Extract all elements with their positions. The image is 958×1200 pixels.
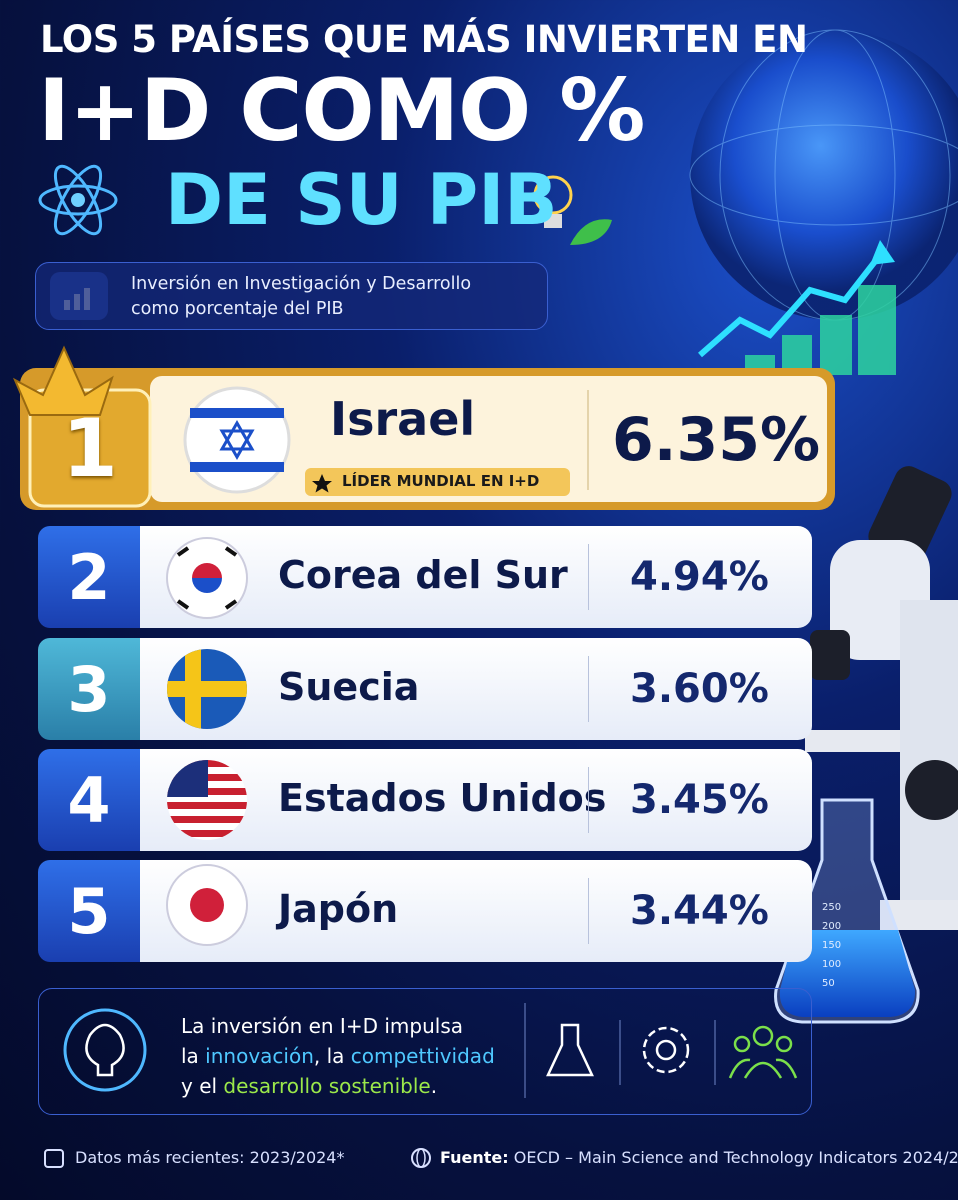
flask-mark: 250 bbox=[822, 902, 842, 913]
title-line-1: LOS 5 PAÍSES QUE MÁS INVIERTEN EN bbox=[40, 18, 808, 61]
divider bbox=[588, 767, 589, 833]
text: y el bbox=[181, 1074, 224, 1098]
flask-mark: 150 bbox=[822, 940, 842, 951]
highlight: innovación bbox=[205, 1044, 314, 1068]
value: 3.44% bbox=[630, 888, 769, 934]
subtitle: Inversión en Investigación y Desarrollo c… bbox=[131, 272, 471, 322]
message: La inversión en I+D impulsa la innovació… bbox=[181, 1011, 495, 1101]
value: 3.45% bbox=[630, 777, 769, 823]
value: 4.94% bbox=[630, 554, 769, 600]
rank: 3 bbox=[38, 638, 140, 740]
flask-mark: 200 bbox=[822, 921, 842, 932]
title-line-2: I+D COMO % bbox=[38, 61, 645, 161]
divider bbox=[588, 544, 589, 610]
text: . bbox=[430, 1074, 438, 1098]
row: Suecia 3.60% bbox=[140, 638, 812, 740]
rank: 2 bbox=[38, 526, 140, 628]
message-line: La inversión en I+D impulsa bbox=[181, 1014, 463, 1038]
value: 3.60% bbox=[630, 666, 769, 712]
highlight: compettividad bbox=[350, 1044, 495, 1068]
country: Israel bbox=[330, 392, 476, 446]
message-line: la innovación, la compettividad bbox=[181, 1041, 495, 1071]
divider bbox=[588, 656, 589, 722]
flask-scale: 250 200 150 100 50 bbox=[822, 898, 841, 993]
footer-source: Fuente: OECD – Main Science and Technolo… bbox=[440, 1148, 958, 1167]
row: Japón 3.44% bbox=[140, 860, 812, 962]
flask-mark: 100 bbox=[822, 959, 842, 970]
country: Japón bbox=[278, 887, 399, 931]
subtitle-line: como porcentaje del PIB bbox=[131, 299, 344, 319]
row: Corea del Sur 4.94% bbox=[140, 526, 812, 628]
value: 6.35% bbox=[612, 405, 821, 475]
message-line: y el desarrollo sostenible. bbox=[181, 1071, 495, 1101]
text: , la bbox=[313, 1044, 351, 1068]
row: Estados Unidos 3.45% bbox=[140, 749, 812, 851]
source-label: Fuente: bbox=[440, 1148, 509, 1167]
subtitle-line: Inversión en Investigación y Desarrollo bbox=[131, 274, 472, 294]
country: Suecia bbox=[278, 665, 420, 709]
divider bbox=[588, 878, 589, 944]
text: la bbox=[181, 1044, 206, 1068]
subtitle-box: Inversión en Investigación y Desarrollo c… bbox=[35, 262, 548, 330]
country: Corea del Sur bbox=[278, 553, 568, 597]
source-text: OECD – Main Science and Technology Indic… bbox=[513, 1148, 958, 1167]
footer-date: Datos más recientes: 2023/2024* bbox=[75, 1148, 345, 1167]
badge: LÍDER MUNDIAL EN I+D bbox=[342, 472, 540, 490]
flask-mark: 50 bbox=[822, 978, 835, 989]
rank: 1 bbox=[62, 401, 118, 495]
country: Estados Unidos bbox=[278, 776, 607, 820]
highlight: desarrollo sostenible bbox=[223, 1074, 431, 1098]
rank: 5 bbox=[38, 860, 140, 962]
title-line-3: DE SU PIB bbox=[165, 159, 558, 241]
message-box: La inversión en I+D impulsa la innovació… bbox=[38, 988, 812, 1115]
rank: 4 bbox=[38, 749, 140, 851]
